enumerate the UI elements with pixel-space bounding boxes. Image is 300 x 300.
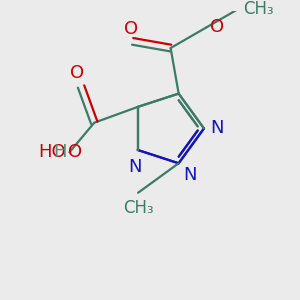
Text: N: N: [184, 166, 197, 184]
Text: HO: HO: [38, 143, 66, 161]
Text: N: N: [128, 158, 142, 176]
Text: O: O: [68, 143, 82, 161]
Text: O: O: [209, 18, 224, 36]
Text: H: H: [53, 143, 67, 161]
Text: O: O: [124, 20, 138, 38]
Text: CH₃: CH₃: [123, 199, 153, 217]
Text: CH₃: CH₃: [243, 0, 274, 17]
Polygon shape: [138, 94, 204, 163]
Text: O: O: [70, 64, 84, 82]
Text: N: N: [211, 119, 224, 137]
